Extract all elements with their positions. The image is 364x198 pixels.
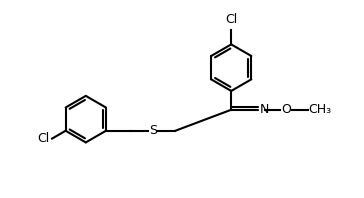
Text: S: S (149, 124, 157, 137)
Text: CH₃: CH₃ (308, 103, 331, 116)
Text: Cl: Cl (225, 13, 237, 27)
Text: O: O (281, 103, 291, 116)
Text: N: N (260, 103, 269, 116)
Text: Cl: Cl (37, 132, 50, 145)
